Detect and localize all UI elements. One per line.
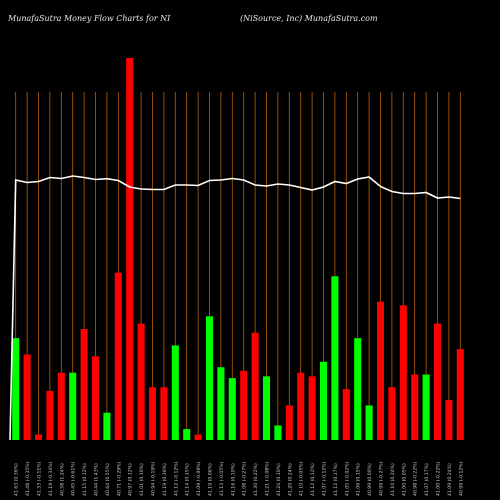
x-tick-label: 41.06 (0.15%) <box>356 463 362 496</box>
money-flow-bars <box>12 58 464 440</box>
money-flow-bar <box>331 276 339 440</box>
money-flow-bar <box>23 354 31 440</box>
x-tick-label: 41.09 (-0.09%) <box>196 461 202 496</box>
x-tick-label: 41.15 (0.12%) <box>82 463 88 496</box>
x-tick-label: 40.99 (-0.12%) <box>458 461 464 496</box>
x-tick-label: 41.30 (0.22%) <box>253 463 259 496</box>
x-tick-label: 40.97 (0.12%) <box>128 463 134 496</box>
money-flow-bar <box>148 387 157 440</box>
price-line <box>9 175 461 441</box>
money-flow-bar <box>160 387 168 440</box>
x-tick-label: 41.14 (0.15%) <box>185 463 191 496</box>
money-flow-bar <box>411 374 419 440</box>
money-flow-bar <box>251 332 259 440</box>
money-flow-bar <box>126 58 134 440</box>
x-tick-label: 40.99 (0.00%) <box>367 463 373 496</box>
x-tick-label: 40.44 (1.43%) <box>94 463 100 496</box>
money-flow-bar <box>194 434 202 440</box>
x-tick-label: 41.00 (-0.22%) <box>436 461 442 496</box>
x-tick-label: 41.10 (0.24%) <box>390 463 396 496</box>
money-flow-bar <box>12 338 20 440</box>
x-tick-label: 41.19 (0.06%) <box>208 463 214 496</box>
money-flow-bar <box>103 412 111 440</box>
money-flow-bar <box>137 323 145 440</box>
x-tick-label: 41.20 (0.24%) <box>287 463 293 496</box>
money-flow-bar <box>319 361 328 440</box>
x-tick-label: 40.45 (-0.61%) <box>71 461 77 496</box>
money-flow-bar <box>342 389 350 440</box>
x-tick-label: 40.99 (-0.27%) <box>379 461 385 496</box>
x-tick-label: 41.12 (0.17%) <box>333 463 339 496</box>
money-flow-bar <box>308 376 316 440</box>
money-flow-bar <box>456 349 464 440</box>
x-tick-label: 41.12 (0.12%) <box>310 463 316 496</box>
x-tick-label: 41.13 (-0.05%) <box>219 461 225 496</box>
x-tick-label: 41.01 (0.10%) <box>139 463 145 496</box>
x-tick-label: 41.05 (-0.02%) <box>344 461 350 496</box>
money-flow-bar <box>80 329 88 440</box>
money-flow-bar <box>262 376 271 440</box>
money-flow-bar <box>240 370 248 440</box>
money-flow-bar <box>34 434 43 440</box>
x-tick-label: 41.48 (-0.35%) <box>25 461 31 496</box>
money-flow-bar <box>285 405 293 440</box>
x-tick-label: 41.07 (-0.12%) <box>322 461 328 496</box>
money-flow-bar <box>217 367 225 440</box>
money-flow-bar <box>365 405 373 440</box>
x-tick-label: 41.10 (-0.05%) <box>299 461 305 496</box>
x-tick-label: 41.24 (0.10%) <box>276 463 282 496</box>
x-tick-label: 40.64 (0.55%) <box>105 463 111 496</box>
money-flow-bar <box>297 372 305 440</box>
price-line-layer <box>9 175 461 441</box>
money-flow-bar <box>114 272 122 440</box>
x-tick-label: 41.21 (-0.08%) <box>265 461 271 496</box>
money-flow-bar <box>171 345 179 440</box>
money-flow-bar <box>57 372 65 440</box>
money-flow-bar <box>433 323 442 440</box>
chart-title-right: (NiSource, Inc) MunafaSutra.com <box>240 14 378 23</box>
chart-title-left: MunafaSutra Money Flow Charts for NI <box>8 14 171 23</box>
money-flow-bar <box>445 399 453 440</box>
money-flow-bar <box>46 390 54 440</box>
x-tick-label: 40.98 (-0.22%) <box>413 461 419 496</box>
x-tick-label: 41.63 (0.36%) <box>14 463 20 496</box>
money-flow-bar <box>69 372 77 440</box>
x-tick-label: 41.19 (0.36%) <box>162 463 168 496</box>
money-flow-bar <box>399 305 407 440</box>
money-flow-bar <box>422 374 430 440</box>
money-flow-bar <box>228 378 236 440</box>
x-tick-label: 41.07 (0.17%) <box>424 463 430 496</box>
x-tick-label: 41.16 (0.10%) <box>230 463 236 496</box>
x-tick-label: 41.19 (-0.34%) <box>48 461 54 496</box>
x-tick-label: 41.00 (0.05%) <box>401 463 407 496</box>
money-flow-bar <box>183 429 191 440</box>
x-tick-label: 41.12 (-0.12%) <box>173 461 179 496</box>
money-flow-bar <box>274 425 282 440</box>
money-flow-bar <box>205 316 214 440</box>
x-tick-label: 41.09 (0.24%) <box>447 463 453 496</box>
x-axis-labels: 41.63 (0.36%) 41.48 (-0.35%) 41.33 (-0.11%… <box>14 461 465 496</box>
x-tick-label: 40.71 (-0.29%) <box>116 461 122 496</box>
money-flow-bar <box>91 356 100 440</box>
money-flow-bar <box>388 387 396 440</box>
money-flow-bar <box>354 338 362 440</box>
x-tick-label: 40.94 (-0.19%) <box>151 461 157 496</box>
x-tick-label: 41.33 (-0.11%) <box>37 461 43 496</box>
x-tick-label: 40.58 (1.24%) <box>59 463 65 496</box>
x-tick-label: 41.08 (-0.27%) <box>242 461 248 496</box>
money-flow-bar <box>376 301 385 440</box>
